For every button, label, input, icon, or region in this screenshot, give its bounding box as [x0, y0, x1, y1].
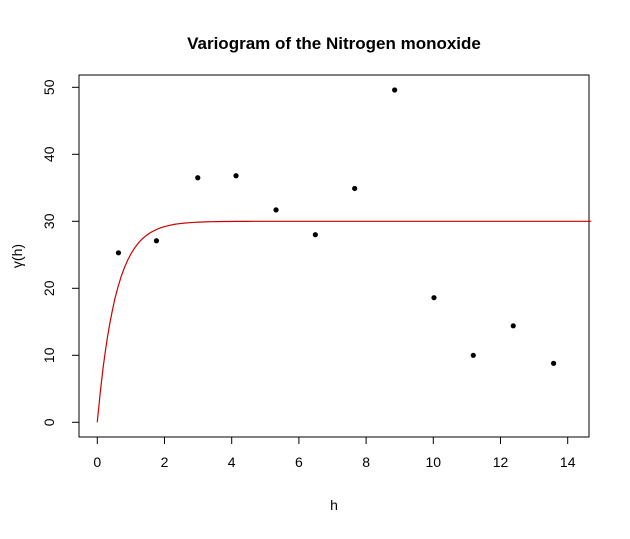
data-point — [431, 295, 437, 301]
plot-frame — [78, 74, 590, 438]
data-point — [153, 238, 160, 244]
x-tick-label: 2 — [161, 454, 169, 470]
data-point — [115, 250, 122, 256]
y-tick-label: 0 — [41, 418, 57, 426]
x-axis-label: h — [330, 497, 338, 513]
x-axis: 0 2 4 6 8 10 12 14 — [93, 436, 576, 470]
x-tick-label: 14 — [560, 454, 576, 470]
y-tick-label: 30 — [41, 213, 57, 229]
y-tick-label: 10 — [41, 347, 57, 363]
data-point — [273, 207, 279, 213]
data-point — [550, 360, 557, 366]
chart-title: Variogram of the Nitrogen monoxide — [187, 34, 481, 53]
y-axis-label: γ(h) — [9, 244, 25, 268]
data-point — [352, 185, 358, 192]
x-tick-label: 10 — [426, 454, 442, 470]
fitted-model-line — [96, 220, 592, 423]
data-point — [195, 175, 201, 181]
data-point — [470, 352, 476, 358]
data-point — [392, 87, 398, 93]
y-axis: 0 10 20 30 40 50 — [41, 79, 80, 426]
data-point — [233, 173, 239, 179]
x-tick-label: 0 — [93, 454, 101, 470]
y-tick-label: 20 — [41, 280, 57, 296]
x-tick-label: 8 — [362, 454, 370, 470]
data-point — [510, 323, 516, 329]
x-tick-label: 4 — [228, 454, 236, 470]
data-point — [312, 232, 318, 238]
y-tick-label: 50 — [41, 79, 57, 95]
x-tick-label: 12 — [493, 454, 509, 470]
x-tick-label: 6 — [295, 454, 303, 470]
plot-marks — [96, 87, 592, 423]
y-tick-label: 40 — [41, 146, 57, 162]
